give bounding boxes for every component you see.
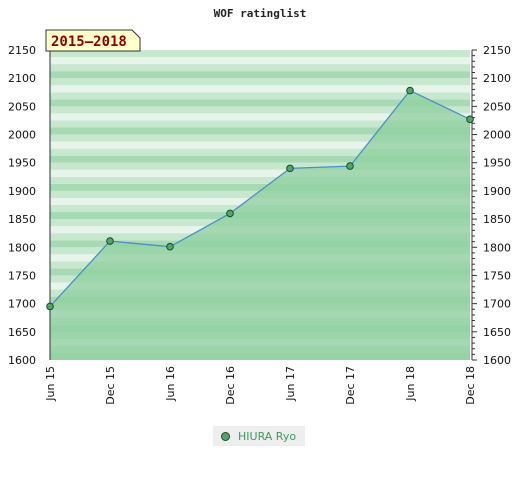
x-tick-label: Jun 15 [44, 366, 57, 402]
y-tick-label-right: 1750 [483, 269, 511, 282]
band [50, 78, 470, 86]
y-tick-label-right: 2100 [483, 72, 511, 85]
x-tick-label: Jun 18 [404, 366, 417, 402]
band [50, 85, 470, 93]
y-tick-label-right: 1700 [483, 298, 511, 311]
data-point [46, 302, 54, 311]
data-point [466, 115, 474, 124]
band [50, 141, 470, 149]
band [50, 120, 470, 128]
y-tick-label-right: 2000 [483, 129, 511, 142]
y-tick-label-right: 2050 [483, 100, 511, 113]
data-marks [46, 86, 474, 311]
range-badge-box [45, 29, 141, 52]
x-tick-label: Dec 17 [344, 366, 357, 405]
x-tick-label: Jun 16 [164, 366, 177, 402]
band [50, 134, 470, 142]
y-tick-label-right: 1900 [483, 185, 511, 198]
band [50, 169, 470, 177]
data-point [286, 164, 294, 173]
y-tick-label-right: 2150 [483, 44, 511, 57]
y-tick-label-right: 1650 [483, 326, 511, 339]
band [50, 99, 470, 107]
band [50, 57, 470, 65]
y-tick-label-right: 1600 [483, 354, 511, 367]
y-tick-label-left: 2100 [8, 72, 36, 85]
data-point [226, 209, 234, 218]
band [50, 50, 470, 58]
y-tick-label-left: 1700 [8, 298, 36, 311]
axes: 1600 1600 1650 1650 1700 1700 1750 1750 1800 1800… [8, 44, 511, 405]
y-tick-label-right: 1950 [483, 157, 511, 170]
y-tick-label-left: 1750 [8, 269, 36, 282]
x-tick-label: Dec 18 [464, 366, 477, 405]
y-tick-label-left: 2050 [8, 100, 36, 113]
y-tick-label-left: 1950 [8, 157, 36, 170]
band [50, 92, 470, 100]
x-tick-label: Jun 17 [284, 366, 297, 402]
band [50, 183, 470, 191]
band [50, 155, 470, 163]
band [50, 71, 470, 79]
band [50, 106, 470, 114]
band [50, 148, 470, 156]
series-area [50, 90, 470, 360]
data-point [406, 86, 414, 95]
legend: HIURA Ryo [213, 426, 305, 446]
data-point [166, 242, 174, 251]
y-tick-label-left: 1600 [8, 354, 36, 367]
series-line [49, 89, 471, 307]
legend-marker-icon [221, 431, 230, 441]
y-tick-label-left: 2150 [8, 44, 36, 57]
legend-label: HIURA Ryo [238, 429, 297, 443]
y-tick-label-left: 1650 [8, 326, 36, 339]
chart-title: WOF ratinglist [214, 7, 307, 20]
x-tick-label: Dec 15 [104, 366, 117, 405]
range-badge: 2015–2018 [45, 29, 141, 52]
range-badge-text: 2015–2018 [51, 34, 127, 50]
data-point [106, 237, 114, 245]
x-tick-label: Dec 16 [224, 366, 237, 405]
y-tick-label-right: 1850 [483, 213, 511, 226]
band [50, 127, 470, 135]
y-tick-label-left: 1800 [8, 241, 36, 254]
y-tick-label-left: 1850 [8, 213, 36, 226]
y-tick-label-right: 1800 [483, 241, 511, 254]
band [50, 176, 470, 184]
y-tick-label-left: 1900 [8, 185, 36, 198]
band [50, 162, 470, 170]
data-point [346, 162, 354, 170]
y-tick-label-left: 2000 [8, 129, 36, 142]
band [50, 64, 470, 72]
band [50, 113, 470, 121]
